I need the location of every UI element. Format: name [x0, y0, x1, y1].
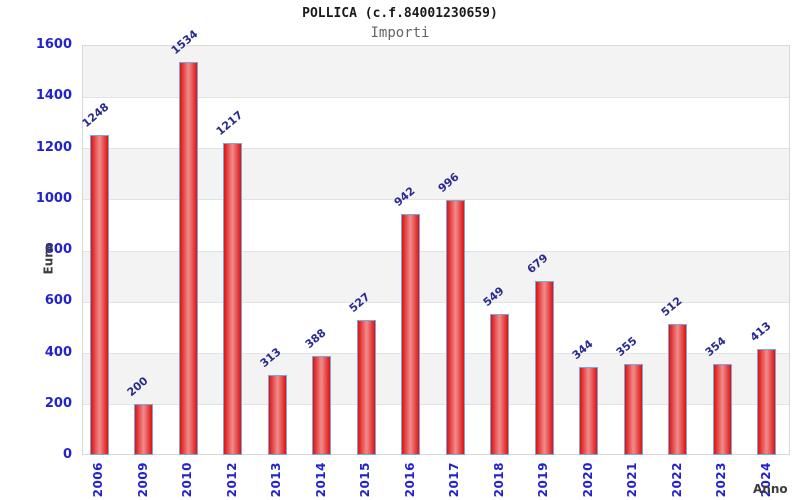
- gridline-1200: [83, 148, 789, 149]
- x-tick-label-2015: 2015: [358, 462, 372, 498]
- gridline-200: [83, 404, 789, 406]
- gridline-800: [83, 250, 789, 252]
- gridline-600: [83, 301, 789, 303]
- y-tick-label-600: 600: [44, 293, 72, 309]
- bar-2018[interactable]: [490, 314, 509, 455]
- x-tick-label-2017: 2017: [447, 462, 461, 498]
- x-tick-label-2022: 2022: [669, 462, 684, 498]
- bar-2010[interactable]: [178, 62, 198, 455]
- chart-title: POLLICA (c.f.84001230659): [302, 6, 498, 21]
- x-axis-title: Anno: [753, 482, 788, 496]
- bar-2012[interactable]: [223, 143, 242, 455]
- plot-area: [82, 45, 790, 455]
- bar-2019[interactable]: [534, 281, 554, 455]
- y-axis-title: Euro: [41, 243, 56, 275]
- bar-2015[interactable]: [356, 320, 376, 455]
- x-tick-label-2013: 2013: [269, 462, 283, 498]
- bar-2023[interactable]: [712, 364, 732, 455]
- y-tick-label-1000: 1000: [35, 190, 72, 206]
- chart-subtitle: Importi: [370, 25, 430, 41]
- gridline-1000: [83, 199, 789, 201]
- y-tick-label-200: 200: [44, 395, 72, 411]
- x-tick-label-2010: 2010: [180, 462, 194, 498]
- y-tick-label-0: 0: [62, 447, 72, 462]
- gridline-1400: [83, 96, 789, 98]
- y-tick-label-1600: 1600: [35, 37, 72, 52]
- x-tick-label-2006: 2006: [91, 462, 105, 498]
- gridline-400: [83, 353, 789, 354]
- bar-2013[interactable]: [267, 375, 287, 455]
- bar-2006[interactable]: [89, 135, 109, 455]
- bar-2020[interactable]: [579, 367, 598, 455]
- x-tick-label-2012: 2012: [224, 462, 239, 498]
- x-tick-label-2021: 2021: [625, 462, 639, 498]
- bar-2022[interactable]: [668, 324, 687, 455]
- bar-2016[interactable]: [401, 214, 420, 455]
- bar-2017[interactable]: [445, 200, 465, 455]
- y-tick-label-1400: 1400: [35, 88, 72, 104]
- x-tick-label-2018: 2018: [491, 462, 506, 498]
- x-tick-label-2016: 2016: [402, 462, 417, 498]
- bar-2024[interactable]: [757, 349, 776, 455]
- bar-2021[interactable]: [623, 364, 643, 455]
- x-tick-label-2023: 2023: [714, 462, 728, 498]
- x-tick-label-2014: 2014: [313, 462, 328, 498]
- bar-2014[interactable]: [312, 356, 331, 455]
- bar-2009[interactable]: [134, 404, 153, 455]
- y-tick-label-800: 800: [44, 242, 72, 257]
- x-tick-label-2019: 2019: [536, 462, 550, 498]
- x-tick-label-2009: 2009: [135, 462, 150, 498]
- y-tick-label-400: 400: [44, 344, 72, 360]
- x-tick-label-2020: 2020: [580, 462, 595, 498]
- y-tick-label-1200: 1200: [35, 139, 72, 155]
